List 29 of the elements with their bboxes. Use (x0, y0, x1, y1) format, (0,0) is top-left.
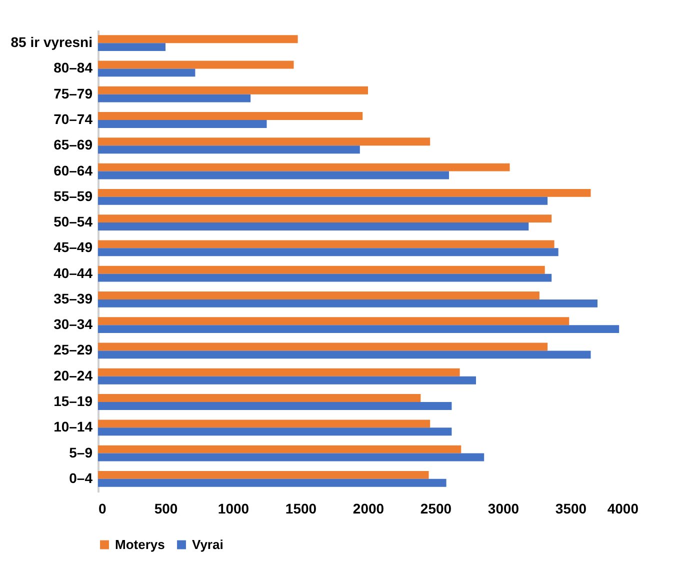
y-tick-label: 30–34 (54, 316, 93, 332)
y-tick-label: 35–39 (54, 290, 93, 306)
x-tick-label: 1000 (218, 500, 250, 516)
y-tick-label: 75–79 (54, 85, 93, 102)
y-tick-label: 45–49 (54, 239, 93, 256)
y-tick-label: 65–69 (54, 136, 93, 153)
y-tick-label: 60–64 (54, 162, 93, 178)
y-tick-label: 10–14 (54, 418, 93, 435)
x-tick-label: 500 (154, 500, 178, 516)
legend-label: Vyrai (192, 536, 224, 552)
legend-label: Moterys (115, 536, 165, 552)
y-tick-label: 0–4 (69, 470, 93, 486)
y-tick-label: 15–19 (54, 393, 93, 410)
x-tick-label: 4000 (607, 500, 639, 516)
x-tick-label: 1500 (285, 500, 317, 516)
x-tick-label: 2000 (352, 500, 384, 516)
y-tick-label: 85 ir vyresni (10, 34, 92, 50)
y-tick-label: 20–24 (54, 367, 93, 384)
y-tick-label: 40–44 (54, 264, 93, 281)
y-tick-label: 5–9 (69, 444, 93, 460)
y-tick-label: 80–84 (54, 60, 93, 76)
y-tick-label: 25–29 (54, 342, 93, 358)
y-tick-label: 55–59 (54, 188, 93, 204)
x-tick-label: 2500 (420, 500, 452, 516)
x-tick-label: 3500 (555, 500, 587, 516)
x-tick-label: 3000 (488, 500, 520, 516)
x-tick-label: 0 (98, 500, 106, 516)
y-tick-label: 50–54 (54, 214, 93, 230)
y-tick-label: 70–74 (54, 110, 93, 127)
